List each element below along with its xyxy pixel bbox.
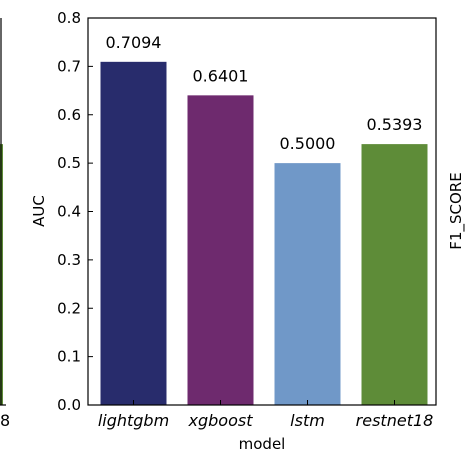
x-tick-label-lstm: lstm [290, 411, 325, 430]
y-tick-label: 0.3 [57, 251, 81, 269]
data-label-xgboost: 0.6401 [193, 66, 249, 85]
bar-lightgbm [100, 61, 167, 405]
x-tick-label-lightgbm: lightgbm [98, 411, 169, 430]
data-label-lstm: 0.5000 [280, 134, 336, 153]
plot-frame [87, 17, 437, 406]
data-label-lightgbm: 0.7094 [106, 33, 162, 52]
y-tick-label: 0.4 [57, 203, 81, 221]
y-tick-label: 0.0 [57, 396, 81, 414]
data-label-restnet18: 0.5393 [367, 115, 423, 134]
y-ticks-group: 0.0 0.1 0.2 0.3 0.4 0.5 0.6 0.7 0.8 [57, 9, 93, 414]
y-tick-label: 0.1 [57, 348, 81, 366]
x-tick-label-xgboost: xgboost [188, 411, 254, 430]
x-axis-title: model [239, 435, 286, 453]
right-panel-y-axis-title: F1_SCORE [447, 172, 466, 249]
data-labels-group: 0.7094 0.6401 0.5000 0.5393 [106, 33, 423, 153]
y-tick-label: 0.5 [57, 154, 81, 172]
y-tick-label: 0.8 [57, 9, 81, 27]
left-panel-tick-label: 8 [0, 411, 10, 430]
y-axis-title: AUC [30, 195, 48, 227]
bar-restnet18 [361, 144, 428, 405]
y-tick-label: 0.2 [57, 299, 81, 317]
y-tick-label: 0.7 [57, 57, 81, 75]
y-tick-label: 0.6 [57, 106, 81, 124]
x-tick-label-restnet18: restnet18 [356, 411, 434, 430]
left-panel-fragment: 8 [0, 18, 10, 430]
bar-xgboost [187, 95, 254, 405]
bars-group [100, 61, 428, 405]
x-ticks-group: lightgbm xgboost lstm restnet18 [98, 400, 434, 430]
bar-lstm [274, 163, 341, 405]
